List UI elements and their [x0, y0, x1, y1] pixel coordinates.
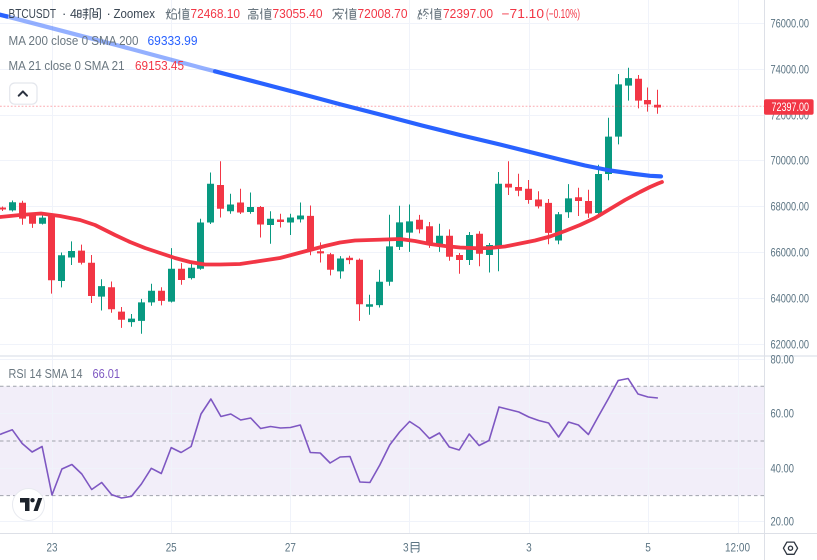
svg-text:68000.00: 68000.00: [771, 200, 810, 214]
svg-text:(−0.10%): (−0.10%): [546, 7, 580, 21]
svg-text:69153.45: 69153.45: [135, 59, 184, 73]
svg-text:66.01: 66.01: [93, 367, 121, 381]
svg-text:RSI 14 SMA 14: RSI 14 SMA 14: [9, 367, 83, 381]
svg-text:MA 21 close 0 SMA 21: MA 21 close 0 SMA 21: [9, 59, 125, 73]
svg-text:·: ·: [62, 6, 66, 21]
svg-text:40.00: 40.00: [771, 462, 795, 476]
svg-text:25: 25: [166, 541, 177, 555]
svg-text:66000.00: 66000.00: [771, 246, 810, 260]
svg-text:23: 23: [47, 541, 58, 555]
svg-text:BTCUSDT: BTCUSDT: [9, 6, 57, 21]
svg-text:62000.00: 62000.00: [771, 338, 810, 352]
svg-text:MA 200 close 0 SMA 200: MA 200 close 0 SMA 200: [9, 34, 139, 48]
svg-text:69333.99: 69333.99: [148, 34, 198, 48]
svg-text:20.00: 20.00: [771, 515, 795, 529]
svg-text:·: ·: [107, 6, 111, 21]
svg-text:4: 4: [70, 7, 77, 21]
svg-text:80.00: 80.00: [771, 353, 795, 367]
svg-text:Zoomex: Zoomex: [114, 6, 156, 21]
svg-text:76000.00: 76000.00: [771, 17, 810, 31]
svg-text:72468.10: 72468.10: [191, 7, 241, 21]
svg-text:72008.70: 72008.70: [358, 7, 408, 21]
svg-text:72397.00: 72397.00: [443, 7, 493, 21]
svg-text:74000.00: 74000.00: [771, 63, 810, 77]
svg-text:73055.40: 73055.40: [273, 7, 323, 21]
svg-text:70000.00: 70000.00: [771, 154, 810, 168]
svg-text:3: 3: [403, 541, 409, 555]
svg-text:27: 27: [285, 541, 296, 555]
svg-text:64000.00: 64000.00: [771, 292, 810, 306]
svg-text:3: 3: [526, 541, 532, 555]
svg-text:5: 5: [645, 541, 651, 555]
svg-text:−71.10: −71.10: [502, 7, 545, 21]
svg-text:12:00: 12:00: [725, 541, 750, 555]
svg-text:72397.00: 72397.00: [772, 100, 810, 114]
svg-text:60.00: 60.00: [771, 407, 795, 421]
